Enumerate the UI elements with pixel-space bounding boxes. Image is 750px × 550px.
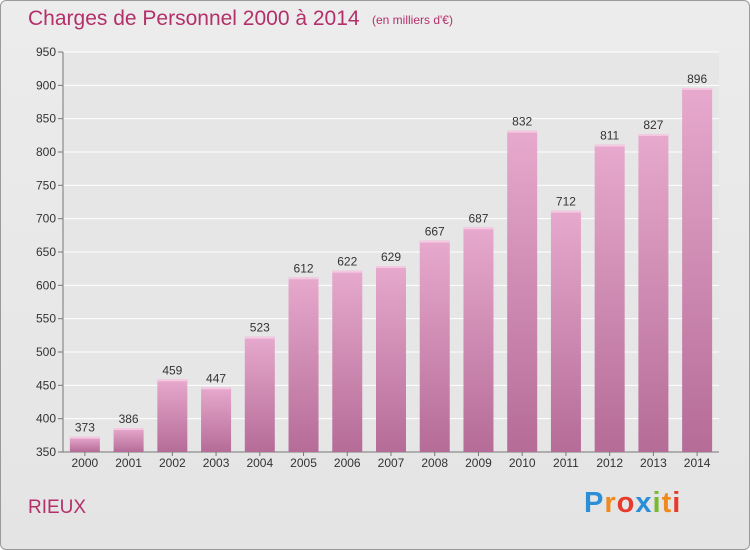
bar-top-highlight — [419, 240, 450, 243]
bar — [550, 210, 581, 452]
bar-top-highlight — [638, 134, 669, 136]
data-label: 827 — [643, 118, 663, 132]
x-tick-label: 2008 — [421, 456, 448, 470]
data-label: 712 — [556, 195, 576, 209]
y-tick-label: 750 — [36, 178, 56, 192]
chart-subtitle: (en milliers d'€) — [372, 13, 453, 27]
x-tick-label: 2004 — [246, 456, 273, 470]
logo-letter: o — [616, 487, 636, 519]
data-label: 373 — [75, 421, 95, 435]
bar-top-highlight — [463, 227, 494, 230]
proxiti-logo[interactable]: Proxiti — [584, 487, 681, 520]
bar-top-highlight — [507, 130, 538, 133]
bar — [594, 144, 625, 452]
bar — [463, 227, 494, 452]
x-tick-label: 2010 — [509, 456, 536, 470]
x-tick-label: 2003 — [203, 456, 230, 470]
bar — [244, 336, 275, 452]
x-tick-label: 2002 — [159, 456, 186, 470]
y-tick-label: 950 — [36, 45, 56, 59]
commune-name: RIEUX — [28, 497, 87, 518]
y-tick-label: 550 — [36, 312, 56, 326]
bar-top-highlight — [288, 277, 319, 280]
data-label: 629 — [381, 250, 401, 264]
data-label: 896 — [687, 72, 707, 86]
bar — [638, 134, 669, 452]
data-label: 612 — [294, 261, 314, 275]
x-tick-label: 2007 — [378, 456, 405, 470]
y-tick-label: 850 — [36, 112, 56, 126]
bar — [201, 387, 232, 452]
bar-top-highlight — [376, 266, 406, 268]
bar — [69, 436, 100, 452]
y-tick-label: 800 — [36, 145, 56, 159]
bar-top-highlight — [550, 210, 581, 213]
y-tick-label: 650 — [36, 245, 56, 259]
data-label: 523 — [250, 321, 270, 335]
bar — [157, 379, 188, 452]
x-tick-label: 2005 — [290, 456, 317, 470]
bar — [332, 270, 363, 452]
y-tick-label: 400 — [36, 412, 56, 426]
x-tick-label: 2011 — [553, 456, 579, 470]
logo-letter: P — [584, 487, 605, 519]
bar — [419, 240, 450, 452]
x-tick-label: 2012 — [596, 456, 623, 470]
x-tick-label: 2000 — [72, 456, 99, 470]
y-tick-label: 450 — [36, 378, 56, 392]
bar — [288, 277, 319, 452]
bar — [507, 130, 538, 452]
data-label: 386 — [119, 412, 139, 426]
x-tick-label: 2013 — [640, 456, 667, 470]
y-tick-label: 500 — [36, 345, 56, 359]
x-tick-label: 2014 — [684, 456, 711, 470]
data-label: 832 — [512, 115, 532, 129]
y-tick-label: 900 — [36, 78, 56, 92]
logo-letter: r — [604, 487, 617, 519]
bar-top-highlight — [201, 387, 232, 390]
bar-top-highlight — [244, 336, 275, 339]
y-tick-label: 700 — [36, 212, 56, 226]
bar — [376, 266, 406, 452]
x-tick-label: 2006 — [334, 456, 361, 470]
bar-top-highlight — [69, 436, 100, 439]
y-tick-label: 600 — [36, 278, 56, 292]
logo-letter: x — [635, 487, 653, 519]
logo-letter: i — [672, 487, 682, 519]
bar-top-highlight — [157, 379, 188, 382]
data-label: 622 — [337, 255, 357, 269]
data-label: 667 — [425, 225, 445, 239]
bar-top-highlight — [682, 88, 713, 90]
y-tick-label: 350 — [36, 445, 56, 459]
data-label: 811 — [600, 129, 619, 143]
data-label: 447 — [206, 371, 226, 385]
bar-top-highlight — [594, 144, 625, 147]
data-label: 687 — [468, 211, 488, 225]
data-label: 459 — [162, 363, 182, 377]
bar — [113, 428, 144, 452]
bar-top-highlight — [332, 270, 363, 273]
bar — [682, 88, 713, 452]
bar-top-highlight — [113, 428, 144, 430]
logo-letter: i — [652, 487, 662, 519]
chart-title: Charges de Personnel 2000 à 2014 — [28, 7, 360, 30]
logo-letter: t — [661, 487, 673, 519]
x-tick-label: 2009 — [465, 456, 492, 470]
x-tick-label: 2001 — [115, 456, 142, 470]
